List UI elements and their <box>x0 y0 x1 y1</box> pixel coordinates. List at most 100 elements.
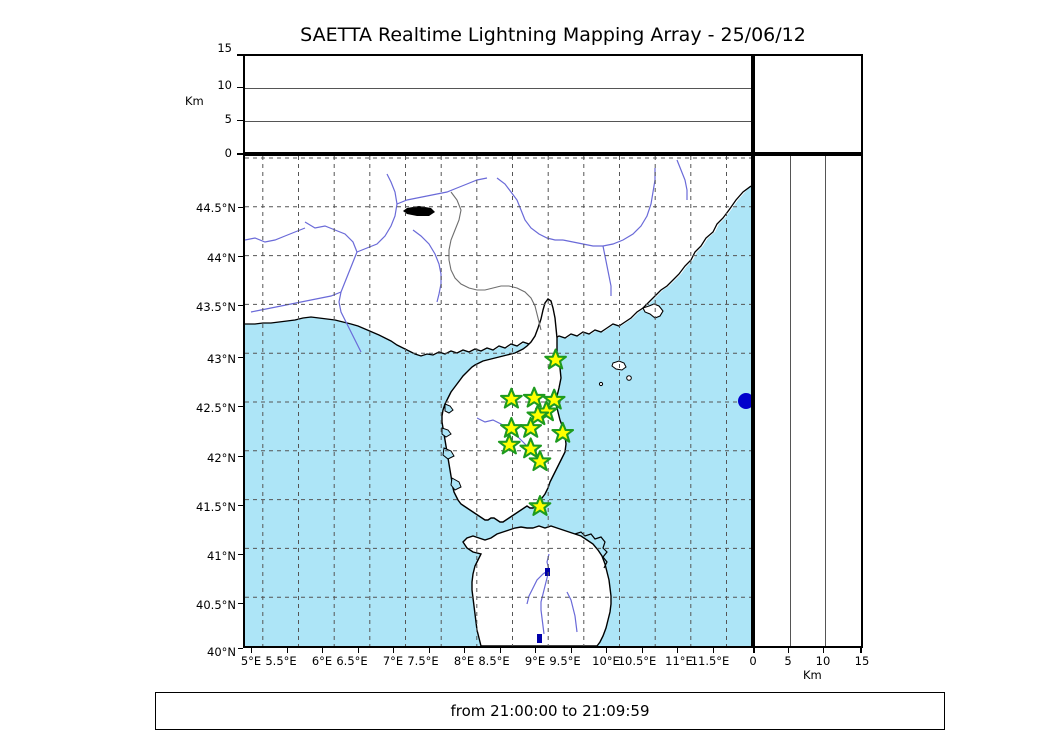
tickmark-lon-10 <box>606 648 607 653</box>
river-saone <box>356 173 398 253</box>
tickmark-alt-0 <box>237 153 243 155</box>
tickmark-lon-9 <box>535 648 536 653</box>
tickmark-lon-6 <box>322 648 323 653</box>
gridline-range-5 <box>790 156 791 646</box>
lon-tick-7_5: 7.5°E <box>407 654 439 668</box>
map-gridlines <box>245 156 751 646</box>
river-garonne <box>250 291 342 313</box>
altitude-tick-15: 15 <box>217 41 232 55</box>
sardinia-ne-coast <box>574 531 608 569</box>
lat-tick-41_5: 41.5°N <box>196 500 236 514</box>
sardinia-landmass <box>462 525 612 646</box>
status-bar: from 21:00:00 to 21:09:59 <box>155 692 945 730</box>
range-histogram-panel[interactable] <box>753 154 863 648</box>
sardinia-lake-2 <box>537 634 542 643</box>
gridline-alt-10 <box>245 88 751 89</box>
range-tick-10: 10 <box>815 654 831 668</box>
lon-tick-11: 11°E <box>665 654 693 668</box>
tickmark-alt-15 <box>237 54 243 56</box>
sardinia-lake-1 <box>545 568 550 576</box>
tickmark-lat-44_5 <box>238 207 243 208</box>
tickmark-lat-40_5 <box>238 603 243 604</box>
tickmark-lon-11 <box>677 648 678 653</box>
river-po <box>562 168 656 247</box>
elba-island <box>642 303 664 319</box>
tickmark-range-10 <box>823 648 824 653</box>
admin-border-1 <box>448 191 542 331</box>
tickmark-lon-7 <box>393 648 394 653</box>
tickmark-lon-11_5 <box>713 648 714 653</box>
gridline-range-10 <box>825 156 826 646</box>
range-tick-0: 0 <box>749 654 757 668</box>
sardinia-river-3 <box>566 591 578 633</box>
lon-tick-9: 9°E <box>524 654 546 668</box>
altitude-time-panel[interactable] <box>243 54 753 154</box>
vhf-source-marker <box>738 393 751 409</box>
tickmark-lat-40 <box>238 648 243 649</box>
lon-tick-6: 6°E <box>311 654 333 668</box>
lon-tick-11_5: 11.5°E <box>690 654 730 668</box>
altitude-histogram-panel[interactable] <box>753 54 863 154</box>
lat-tick-42_5: 42.5°N <box>196 401 236 415</box>
page-title: SAETTA Realtime Lightning Mapping Array … <box>300 24 806 46</box>
river-isere <box>412 229 442 303</box>
lon-tick-10: 10°E <box>592 654 620 668</box>
lon-tick-5_5: 5.5°E <box>265 654 297 668</box>
range-axis-label: Km <box>803 668 822 682</box>
altitude-tick-10: 10 <box>217 78 232 92</box>
river-rhone <box>304 221 362 353</box>
lat-tick-40: 40°N <box>207 645 236 659</box>
lat-tick-43: 43°N <box>207 352 236 366</box>
tickmark-lat-43_5 <box>238 305 243 306</box>
range-tick-15: 15 <box>854 654 870 668</box>
lat-tick-41: 41°N <box>207 549 236 563</box>
tickmark-lon-8_5 <box>500 648 501 653</box>
river-east <box>676 159 688 200</box>
lat-tick-42: 42°N <box>207 451 236 465</box>
lon-tick-5: 5°E <box>240 654 262 668</box>
river-po-upper <box>496 177 563 241</box>
tickmark-lat-44 <box>238 256 243 257</box>
lon-tick-8: 8°E <box>453 654 475 668</box>
mainland-coastline <box>245 185 751 357</box>
gridline-alt-5 <box>245 121 751 122</box>
tickmark-lon-10_5 <box>642 648 643 653</box>
tickmark-lon-7_5 <box>429 648 430 653</box>
tickmark-range-5 <box>788 648 789 653</box>
lat-tick-40_5: 40.5°N <box>196 598 236 612</box>
lon-tick-7: 7°E <box>382 654 404 668</box>
tickmark-range-15 <box>860 648 862 653</box>
tickmark-lon-9_5 <box>571 648 572 653</box>
river-arno <box>602 245 612 296</box>
tickmark-lon-5 <box>251 648 252 653</box>
altitude-tick-0: 0 <box>224 146 232 160</box>
lat-tick-44: 44°N <box>207 251 236 265</box>
lat-tick-44_5: 44.5°N <box>196 201 236 215</box>
tickmark-lat-43 <box>238 357 243 358</box>
lon-tick-10_5: 10.5°E <box>617 654 657 668</box>
tickmark-lat-42_5 <box>238 406 243 407</box>
tickmark-lon-6_5 <box>358 648 359 653</box>
altitude-axis-label: Km <box>185 94 204 108</box>
map-graphic <box>245 156 751 646</box>
tickmark-alt-10 <box>237 87 243 88</box>
lon-tick-9_5: 9.5°E <box>549 654 581 668</box>
status-text: from 21:00:00 to 21:09:59 <box>450 702 650 720</box>
tickmark-lat-41 <box>238 554 243 555</box>
tickmark-lon-8 <box>464 648 465 653</box>
lon-tick-8_5: 8.5°E <box>478 654 510 668</box>
altitude-tick-5: 5 <box>224 112 232 126</box>
gulf-porto <box>444 403 454 414</box>
lon-tick-6_5: 6.5°E <box>336 654 368 668</box>
gulf-sagone <box>441 427 452 438</box>
lat-tick-43_5: 43.5°N <box>196 300 236 314</box>
tickmark-lat-41_5 <box>238 505 243 506</box>
map-panel[interactable] <box>243 154 753 648</box>
range-tick-5: 5 <box>784 654 792 668</box>
gulf-valinco <box>450 477 462 491</box>
tickmark-alt-5 <box>237 120 243 121</box>
tickmark-range-0 <box>753 648 755 653</box>
river-durance-upper <box>396 177 488 205</box>
tickmark-lon-5_5 <box>287 648 288 653</box>
lake-geneva <box>403 206 435 216</box>
